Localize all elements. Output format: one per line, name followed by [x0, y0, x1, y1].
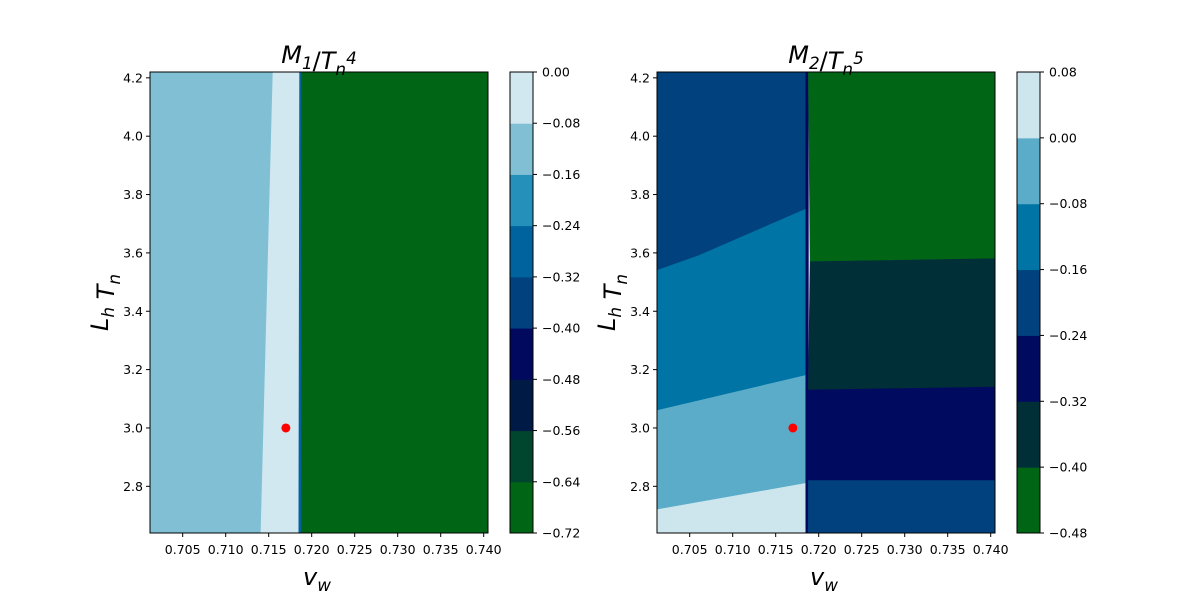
panel-1: 0.705 0.710 0.715 0.720 0.725 0.730 0.735 0.740…: [86, 41, 580, 595]
colorbar-tick-label: −0.48: [542, 372, 580, 387]
colorbar-band: [1017, 72, 1040, 139]
contour-region-1: [150, 72, 274, 533]
contour-region-4: [298, 72, 302, 533]
colorbar-band: [1017, 137, 1040, 205]
x-tick-label: 0.740: [973, 542, 1009, 557]
colorbar-band: [1017, 335, 1040, 402]
axes-frame: [656, 71, 996, 534]
colorbar-band: [1017, 401, 1040, 468]
y-tick-label: 4.2: [630, 70, 650, 85]
x-tick-label: 0.730: [380, 542, 416, 557]
colorbar-band: [510, 481, 533, 534]
y-tick-label: 2.8: [630, 479, 650, 494]
x-axis-label: vw: [810, 563, 838, 595]
colorbar-tick-label: −0.56: [542, 423, 580, 438]
x-tick-label: 0.740: [466, 542, 502, 557]
x-tick-label: 0.720: [801, 542, 837, 557]
contour-area: [150, 72, 488, 533]
colorbar-band: [510, 225, 533, 278]
y-tick-label: 3.8: [123, 187, 143, 202]
colorbar-tick-label: −0.32: [542, 269, 580, 284]
x-tick-label: 0.720: [294, 542, 330, 557]
y-axis-label: Lh Tn: [593, 274, 631, 331]
colorbar: 0.08 0.00 −0.08 −0.16 −0.24 −0.32 −0.40 −0.48: [1016, 65, 1087, 541]
contour-region-5: [805, 72, 809, 533]
x-tick-label: 0.705: [672, 542, 708, 557]
x-tick-label: 0.710: [208, 542, 244, 557]
x-tick-label: 0.715: [758, 542, 794, 557]
colorbar-tick-label: −0.40: [1049, 460, 1087, 475]
panel-2: 0.705 0.710 0.715 0.720 0.725 0.730 0.735 0.740…: [593, 41, 1087, 595]
y-tick-label: 3.2: [630, 362, 650, 377]
colorbar-band: [510, 123, 533, 175]
colorbar-band: [510, 174, 533, 227]
y-tick-label: 3.6: [123, 245, 143, 260]
colorbar-band: [510, 276, 533, 329]
colorbar-band: [510, 72, 533, 124]
colorbar-tick-label: −0.16: [1049, 262, 1087, 277]
colorbar-tick-label: −0.72: [542, 526, 580, 541]
y-tick-label: 3.8: [630, 187, 650, 202]
y-tick-label: 3.0: [123, 420, 143, 435]
colorbar-band: [510, 379, 533, 432]
x-tick-label: 0.715: [251, 542, 287, 557]
colorbar-band: [1017, 203, 1040, 271]
x-tick-label: 0.710: [715, 542, 751, 557]
colorbar-tick-label: −0.64: [542, 474, 580, 489]
y-tick-label: 3.6: [630, 245, 650, 260]
y-tick-label: 3.2: [123, 362, 143, 377]
colorbar-band: [1017, 467, 1040, 534]
contour-region-5: [301, 72, 488, 533]
y-axis-label: Lh Tn: [86, 274, 124, 331]
contour-region-3: [287, 72, 300, 533]
colorbar-band: [510, 430, 533, 483]
y-tick-label: 3.4: [630, 304, 650, 319]
colorbar-tick-label: 0.00: [1049, 130, 1077, 145]
x-tick-label: 0.705: [165, 542, 201, 557]
y-tick-label: 4.2: [123, 70, 143, 85]
contour-area: [657, 72, 995, 533]
colorbar-tick-label: −0.48: [1049, 526, 1087, 541]
red-marker-point: [788, 423, 798, 433]
x-tick-label: 0.730: [887, 542, 923, 557]
y-tick-label: 4.0: [123, 129, 143, 144]
colorbar-tick-label: 0.08: [1049, 65, 1077, 80]
axes-frame: [149, 71, 489, 534]
contour-region-6: [808, 72, 995, 263]
x-axis-label: vw: [303, 563, 331, 595]
contour-region-7: [808, 258, 995, 391]
colorbar-tick-label: −0.24: [542, 218, 580, 233]
contour-region-8: [808, 386, 995, 481]
colorbar-tick-label: −0.32: [1049, 394, 1087, 409]
red-marker-point: [281, 423, 291, 433]
y-tick-label: 2.8: [123, 479, 143, 494]
x-tick-label: 0.735: [930, 542, 966, 557]
colorbar-tick-label: −0.40: [542, 321, 580, 336]
colorbar-frame: [509, 71, 534, 534]
colorbar-tick-label: −0.16: [542, 167, 580, 182]
colorbar-tick-label: −0.08: [1049, 196, 1087, 211]
x-tick-label: 0.725: [844, 542, 880, 557]
contour-region-4: [657, 483, 807, 533]
contour-region-9: [808, 480, 995, 533]
chart-title: M2/Tn5: [788, 41, 864, 79]
y-tick-label: 4.0: [630, 129, 650, 144]
colorbar: 0.00 −0.08 −0.16 −0.24 −0.32 −0.40 −0.48 −0.56 −…: [509, 65, 580, 541]
x-tick-label: 0.725: [337, 542, 373, 557]
colorbar-band: [510, 328, 533, 380]
colorbar-tick-label: 0.00: [542, 65, 570, 80]
y-tick-label: 3.0: [630, 420, 650, 435]
y-tick-label: 3.4: [123, 304, 143, 319]
chart-title: M1/Tn4: [281, 41, 357, 79]
colorbar-band: [1017, 269, 1040, 336]
colorbar-tick-label: −0.24: [1049, 328, 1087, 343]
x-tick-label: 0.735: [423, 542, 459, 557]
colorbar-frame: [1016, 71, 1041, 534]
colorbar-tick-label: −0.08: [542, 116, 580, 131]
